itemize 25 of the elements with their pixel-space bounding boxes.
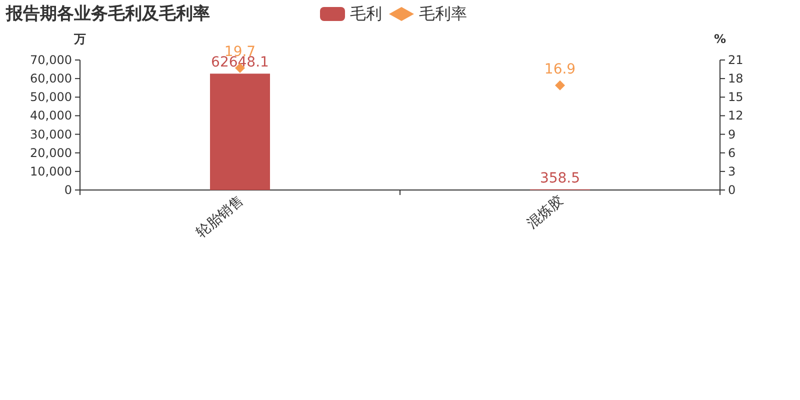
- y-tick-label: 60,000: [30, 72, 72, 86]
- y2-tick-label: 15: [728, 90, 744, 104]
- y2-axis-title: %: [714, 32, 726, 46]
- y-tick-label: 50,000: [30, 90, 72, 104]
- y2-tick-label: 9: [728, 127, 736, 142]
- chart-title: 报告期各业务毛利及毛利率: [5, 4, 210, 24]
- y-tick-label: 10,000: [30, 164, 72, 178]
- y2-tick-label: 12: [728, 108, 744, 123]
- x-tick-label: 轮胎销售: [193, 192, 247, 242]
- x-tick-label: 混炼胶: [524, 192, 567, 232]
- y-tick-label: 40,000: [30, 108, 72, 123]
- y2-tick-label: 0: [728, 183, 736, 197]
- y2-tick-label: 18: [728, 72, 744, 86]
- y-axis-title: 万: [73, 32, 86, 46]
- data-label: 358.5: [540, 170, 580, 186]
- legend-label: 毛利: [350, 4, 382, 23]
- y-tick-label: 70,000: [30, 53, 72, 67]
- y2-tick-label: 3: [728, 164, 736, 178]
- y2-tick-label: 6: [728, 146, 736, 160]
- y-tick-label: 20,000: [30, 146, 72, 160]
- y-tick-label: 30,000: [30, 127, 72, 142]
- data-label: 16.9: [544, 61, 576, 78]
- legend-label: 毛利率: [419, 4, 467, 23]
- y-tick-label: 0: [64, 183, 72, 197]
- y2-tick-label: 21: [728, 53, 744, 67]
